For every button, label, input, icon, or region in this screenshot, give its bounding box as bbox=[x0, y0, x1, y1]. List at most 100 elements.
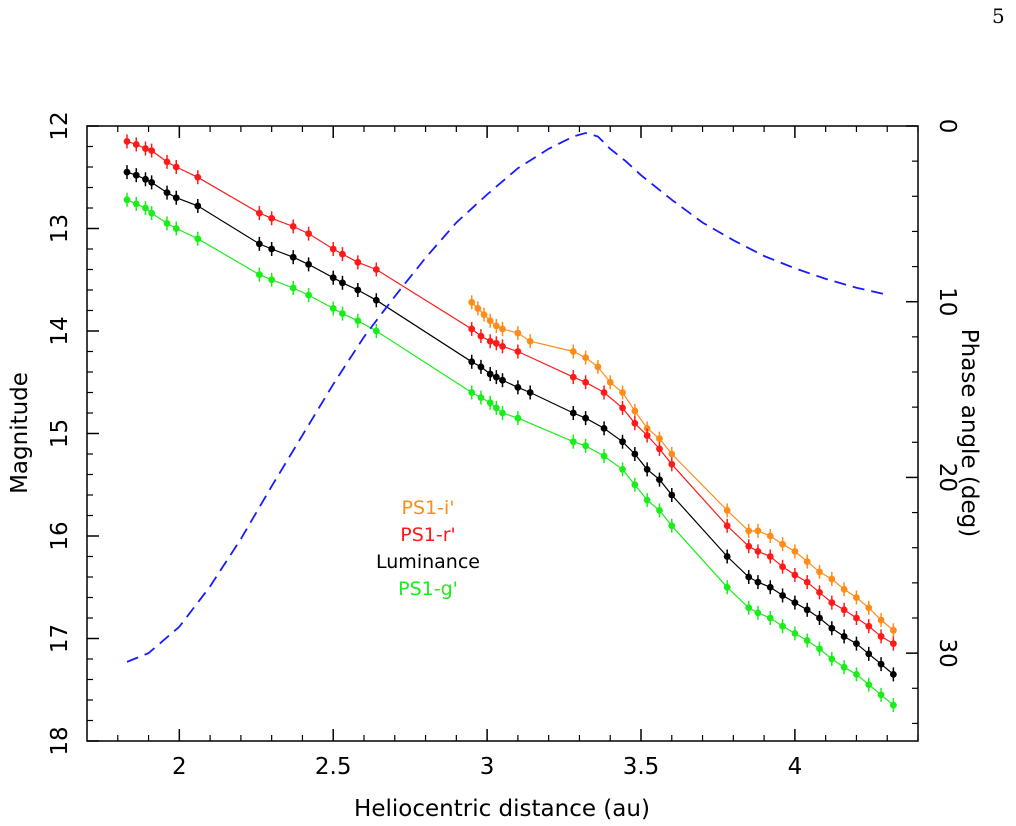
data-point bbox=[289, 284, 297, 292]
data-point bbox=[372, 327, 380, 335]
data-point bbox=[779, 540, 786, 548]
data-point bbox=[477, 363, 485, 371]
data-point bbox=[606, 378, 614, 386]
data-point bbox=[766, 614, 774, 622]
data-point bbox=[723, 506, 731, 514]
data-point bbox=[163, 189, 171, 197]
legend-entry: PS1-i' bbox=[402, 497, 455, 519]
data-point bbox=[877, 660, 885, 668]
data-point bbox=[148, 178, 156, 186]
data-point bbox=[132, 200, 140, 208]
data-point bbox=[779, 592, 786, 599]
data-point bbox=[816, 568, 823, 576]
data-point bbox=[723, 522, 731, 530]
page-number: 5 bbox=[992, 4, 1005, 28]
data-point bbox=[668, 491, 676, 499]
data-point bbox=[631, 407, 639, 415]
data-point bbox=[803, 558, 811, 566]
data-point bbox=[289, 253, 297, 261]
x-tick-label: 2 bbox=[172, 754, 187, 780]
data-point bbox=[305, 230, 312, 238]
data-point bbox=[754, 527, 762, 535]
y-tick-label: 17 bbox=[47, 624, 73, 653]
y-axis-title: Magnitude bbox=[7, 372, 33, 494]
data-point bbox=[619, 389, 626, 396]
data-point bbox=[594, 363, 602, 371]
data-point bbox=[619, 465, 626, 473]
data-point bbox=[468, 298, 476, 306]
data-point bbox=[499, 325, 506, 333]
data-point bbox=[766, 553, 774, 560]
data-point bbox=[329, 245, 337, 253]
data-point bbox=[354, 317, 362, 325]
data-point bbox=[803, 637, 811, 644]
data-point bbox=[172, 194, 180, 202]
data-point bbox=[492, 322, 500, 330]
legend-entry: Luminance bbox=[376, 551, 480, 573]
series-line bbox=[126, 199, 894, 706]
data-point bbox=[803, 578, 811, 586]
data-point bbox=[148, 209, 156, 217]
data-point bbox=[569, 438, 577, 446]
data-point bbox=[486, 399, 494, 407]
data-point bbox=[354, 286, 362, 294]
y2-tick-label: 30 bbox=[934, 639, 960, 668]
y2-tick-label: 20 bbox=[934, 463, 960, 492]
data-point bbox=[877, 616, 885, 624]
data-point bbox=[255, 240, 263, 248]
data-point bbox=[745, 573, 753, 581]
data-point bbox=[582, 354, 589, 362]
y2-tick-label: 10 bbox=[934, 287, 960, 316]
data-point bbox=[142, 204, 149, 212]
y2-axis-title: Phase angle (deg) bbox=[956, 329, 982, 537]
data-point bbox=[754, 547, 762, 555]
y-tick-label: 12 bbox=[47, 111, 73, 140]
data-point bbox=[791, 599, 799, 607]
data-point bbox=[123, 196, 131, 204]
data-point bbox=[477, 332, 485, 340]
data-point bbox=[255, 271, 263, 279]
data-point bbox=[779, 563, 786, 571]
data-point bbox=[468, 325, 476, 333]
data-point bbox=[569, 348, 577, 355]
data-point bbox=[268, 276, 276, 284]
data-point bbox=[668, 522, 676, 530]
x-axis-title: Heliocentric distance (au) bbox=[354, 796, 650, 822]
data-point bbox=[526, 337, 534, 345]
data-point bbox=[853, 614, 860, 622]
y-tick-label: 15 bbox=[47, 419, 73, 448]
data-point bbox=[486, 317, 494, 325]
data-point bbox=[582, 378, 589, 386]
data-point bbox=[492, 404, 500, 412]
data-point bbox=[877, 691, 885, 699]
data-point bbox=[865, 650, 873, 658]
data-point bbox=[853, 640, 860, 648]
data-point bbox=[148, 147, 156, 155]
data-point bbox=[339, 310, 346, 317]
data-point bbox=[600, 452, 608, 460]
data-point bbox=[631, 450, 639, 458]
data-point bbox=[791, 571, 799, 579]
legend-entry: PS1-g' bbox=[398, 578, 458, 600]
data-point bbox=[123, 168, 131, 176]
data-point bbox=[142, 145, 149, 152]
data-point bbox=[816, 614, 823, 622]
data-point bbox=[656, 506, 663, 514]
data-point bbox=[754, 609, 762, 617]
data-point bbox=[779, 622, 786, 630]
data-point bbox=[656, 445, 663, 453]
data-point bbox=[142, 175, 149, 183]
data-point bbox=[840, 606, 848, 614]
y-tick-label: 16 bbox=[47, 521, 73, 550]
data-point bbox=[468, 358, 476, 366]
series-line bbox=[126, 140, 894, 645]
data-point bbox=[619, 404, 626, 412]
data-point bbox=[828, 624, 836, 632]
series-line bbox=[126, 171, 894, 675]
data-point bbox=[853, 594, 860, 601]
data-point bbox=[163, 158, 171, 166]
data-point bbox=[643, 432, 651, 439]
data-point bbox=[123, 137, 131, 145]
data-point bbox=[619, 438, 626, 446]
